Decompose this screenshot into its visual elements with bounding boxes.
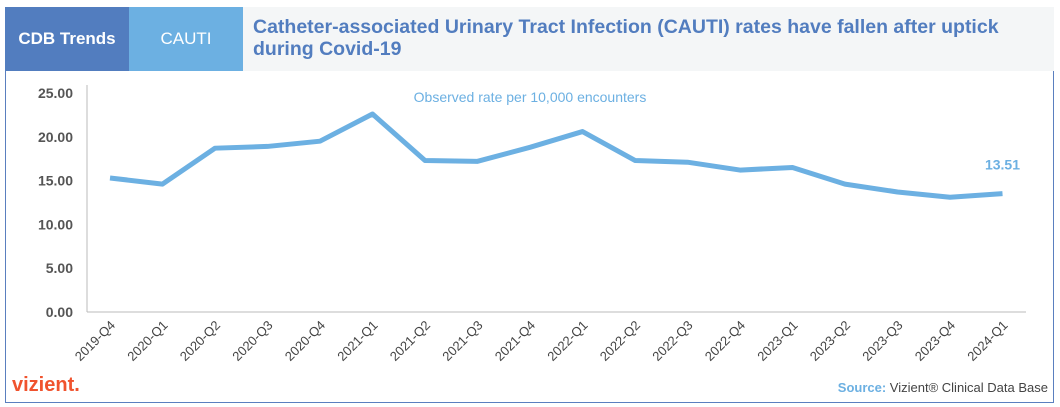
x-tick-label: 2020-Q2 <box>177 318 223 364</box>
x-tick-label: 2020-Q3 <box>229 318 275 364</box>
x-tick-label: 2021-Q2 <box>387 318 433 364</box>
tab-cdb-trends: CDB Trends <box>5 7 129 71</box>
last-value-label: 13.51 <box>985 157 1020 173</box>
series-label: Observed rate per 10,000 encounters <box>414 89 647 105</box>
x-tick-label: 2021-Q1 <box>334 318 380 364</box>
y-tick-label: 5.00 <box>46 260 73 276</box>
source-note: Source: Vizient® Clinical Data Base <box>838 380 1048 395</box>
y-tick-label: 0.00 <box>46 304 73 320</box>
series-line <box>109 111 1003 200</box>
x-tick-label: 2023-Q3 <box>859 318 905 364</box>
y-tick-label: 15.00 <box>38 173 73 189</box>
x-tick-label: 2022-Q4 <box>702 318 748 364</box>
x-tick-label: 2019-Q4 <box>72 318 118 364</box>
x-tick-label: 2024-Q1 <box>964 318 1010 364</box>
source-label: Source: <box>837 380 887 395</box>
y-tick-label: 10.00 <box>38 216 73 232</box>
x-tick-label: 2020-Q1 <box>124 318 170 364</box>
x-tick-label: 2022-Q2 <box>597 318 643 364</box>
vizient-logo: vizient. <box>12 374 80 396</box>
x-tick-label: 2023-Q2 <box>807 318 853 364</box>
x-tick-label: 2020-Q4 <box>282 318 328 364</box>
x-tick-label: 2023-Q1 <box>754 318 800 364</box>
tab-cauti: CAUTI <box>129 7 243 71</box>
x-tick-label: 2022-Q3 <box>649 318 695 364</box>
x-tick-label: 2021-Q3 <box>439 318 485 364</box>
x-tick-label: 2022-Q1 <box>544 318 590 364</box>
x-tick-label: 2023-Q4 <box>912 318 958 364</box>
source-text: Vizient® Clinical Data Base <box>886 380 1048 395</box>
chart-title: Catheter-associated Urinary Tract Infect… <box>243 7 1054 71</box>
y-tick-label: 20.00 <box>38 129 73 145</box>
y-tick-label: 25.00 <box>38 85 73 101</box>
x-tick-label: 2021-Q4 <box>492 318 538 364</box>
